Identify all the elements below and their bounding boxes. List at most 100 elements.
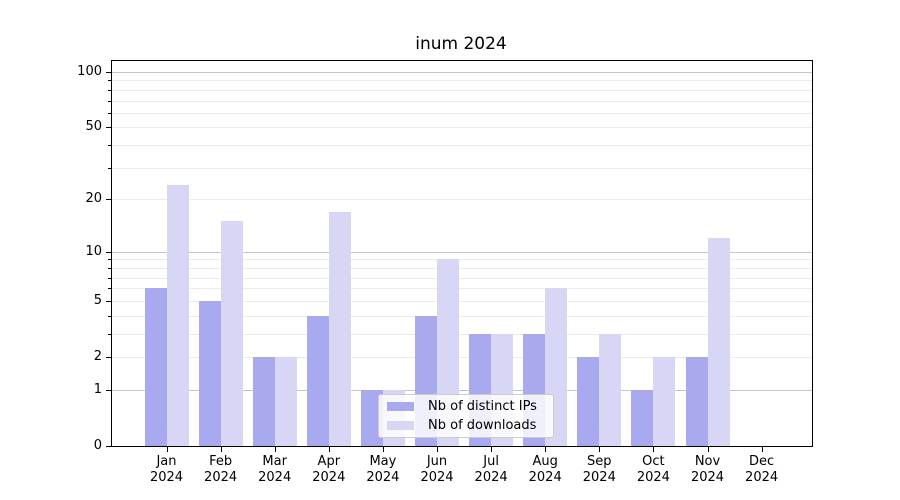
x-tick-year: 2024: [474, 470, 508, 485]
x-tick-label: Oct 2024: [621, 454, 685, 486]
x-tick-label: Jan 2024: [135, 454, 199, 486]
grid-line: [112, 251, 812, 253]
grid-line: [112, 315, 812, 317]
chart-title: inum 2024: [415, 34, 507, 54]
x-tick-month: May: [369, 454, 397, 469]
legend: Nb of distinct IPs Nb of downloads: [378, 394, 554, 438]
x-tick-month: Oct: [642, 454, 665, 469]
x-tick-mark: [328, 447, 330, 452]
grid-line: [112, 145, 812, 147]
x-tick-mark: [653, 447, 655, 452]
y-tick-label: 0: [93, 438, 102, 453]
x-tick-mark: [274, 447, 276, 452]
legend-swatch-distinct-ips: [387, 402, 414, 411]
grid-line: [112, 167, 812, 169]
y-tick-mark: [108, 333, 111, 335]
y-tick-mark: [108, 80, 111, 82]
grid-line: [112, 389, 812, 391]
bar-downloads: [220, 221, 243, 446]
legend-label: Nb of downloads: [428, 417, 537, 433]
x-tick-month: Apr: [317, 454, 341, 469]
x-tick-year: 2024: [149, 470, 184, 485]
x-tick-year: 2024: [528, 470, 562, 485]
x-tick-label: Mar 2024: [243, 454, 307, 486]
bar-distinct-ips: [685, 357, 708, 446]
x-tick-month: Sep: [587, 454, 612, 469]
x-tick-mark: [166, 447, 168, 452]
y-tick-mark: [108, 259, 111, 261]
x-tick-mark: [491, 447, 493, 452]
legend-item-distinct-ips: Nb of distinct IPs: [379, 399, 553, 415]
y-tick-label: 5: [93, 292, 102, 308]
y-tick-mark: [106, 389, 111, 391]
bar-distinct-ips: [577, 357, 600, 446]
x-tick-label: Sep 2024: [567, 454, 631, 486]
x-tick-mark: [220, 447, 222, 452]
y-tick-mark: [108, 89, 111, 91]
y-tick-mark: [106, 199, 111, 201]
x-tick-month: Feb: [209, 454, 233, 469]
x-tick-year: 2024: [366, 470, 400, 485]
y-tick-label: 100: [77, 64, 102, 79]
x-tick-label: Jun 2024: [405, 454, 469, 486]
x-tick-year: 2024: [312, 470, 346, 485]
x-tick-label: Apr 2024: [297, 454, 361, 486]
legend-swatch-downloads: [387, 421, 414, 430]
x-tick-label: Feb 2024: [189, 454, 253, 486]
x-tick-label: May 2024: [351, 454, 415, 486]
bar-downloads: [599, 333, 622, 446]
y-tick-label: 10: [85, 243, 102, 259]
grid-line: [112, 127, 812, 129]
grid-line: [112, 80, 812, 82]
bar-downloads: [653, 357, 676, 446]
bar-distinct-ips: [631, 389, 654, 446]
grid-line: [112, 259, 812, 261]
y-tick-mark: [108, 100, 111, 102]
x-tick-label: Dec 2024: [730, 454, 794, 486]
x-tick-month: Jan: [156, 454, 177, 469]
x-tick-mark: [707, 447, 709, 452]
grid-line: [112, 72, 812, 73]
y-tick-mark: [108, 277, 111, 279]
x-tick-year: 2024: [420, 470, 454, 485]
x-tick-mark: [599, 447, 601, 452]
x-tick-label: Nov 2024: [676, 454, 740, 486]
bar-distinct-ips: [144, 288, 167, 446]
y-tick-mark: [106, 357, 111, 358]
bar-distinct-ips: [252, 357, 275, 446]
x-tick-month: Dec: [749, 454, 775, 469]
x-tick-month: Jul: [483, 454, 499, 469]
x-tick-mark: [437, 447, 438, 452]
x-tick-mark: [545, 447, 547, 452]
grid-line: [112, 357, 812, 358]
x-tick-mark: [761, 447, 763, 452]
grid-line: [112, 267, 812, 269]
y-tick-mark: [108, 112, 111, 114]
y-tick-mark: [108, 145, 111, 147]
x-tick-month: Jun: [426, 454, 448, 469]
bar-downloads: [328, 211, 351, 446]
x-tick-year: 2024: [582, 470, 616, 485]
x-tick-year: 2024: [745, 470, 779, 485]
y-tick-mark: [108, 315, 111, 317]
legend-item-downloads: Nb of downloads: [379, 418, 553, 434]
legend-label: Nb of distinct IPs: [428, 398, 537, 414]
y-tick-mark: [106, 300, 111, 302]
x-tick-year: 2024: [690, 470, 725, 485]
bar-distinct-ips: [198, 300, 221, 446]
x-tick-year: 2024: [258, 470, 292, 485]
grid-line: [112, 89, 812, 91]
y-tick-label: 1: [93, 381, 102, 397]
y-tick-mark: [108, 167, 111, 169]
bar-distinct-ips: [306, 315, 329, 446]
y-tick-label: 2: [93, 349, 102, 364]
x-tick-year: 2024: [636, 470, 670, 485]
plot-area: 0 1 2 5 10 20 50 100 Jan 2024 Feb 2024 Mar 2024 Apr 202…: [77, 60, 813, 485]
grid-line: [112, 300, 812, 302]
bar-downloads: [707, 238, 730, 446]
grid-line: [112, 288, 812, 290]
y-tick-mark: [108, 288, 111, 290]
y-tick-label: 20: [85, 191, 102, 207]
x-tick-label: Jul 2024: [459, 454, 523, 486]
